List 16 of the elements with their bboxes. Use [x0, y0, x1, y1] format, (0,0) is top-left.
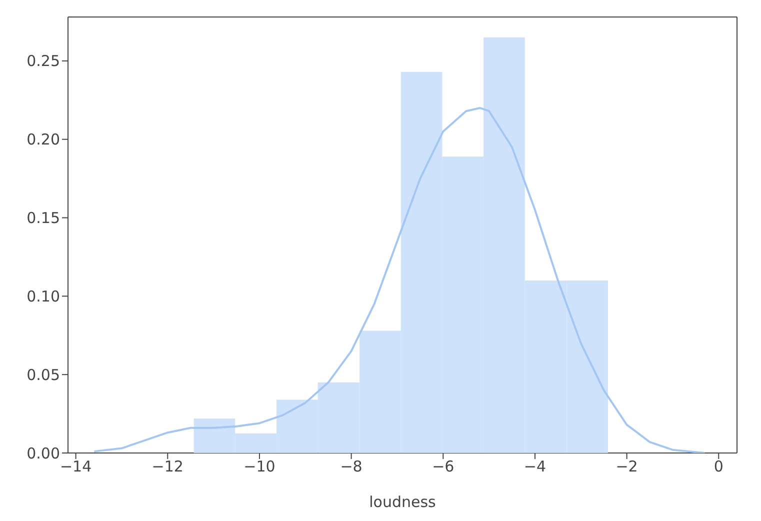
y-tick-label: 0.10 [26, 287, 60, 306]
x-tick-label: −6 [432, 458, 454, 476]
x-axis-title: loudness [369, 493, 436, 511]
x-tick-label: 0 [714, 458, 724, 476]
y-tick-label: 0.15 [26, 209, 60, 228]
line-series [93, 106, 706, 453]
x-tick-label: −8 [340, 458, 362, 476]
x-tick-label: −10 [244, 458, 276, 476]
y-tick-label: 0.25 [26, 52, 60, 70]
x-tick-label: −4 [524, 458, 546, 476]
x-tick-label: −12 [152, 458, 184, 476]
y-tick-label: 0.20 [26, 130, 60, 149]
x-tick-label: −2 [616, 458, 638, 476]
y-tick-label: 0.00 [26, 444, 60, 462]
y-tick-label: 0.05 [26, 366, 60, 384]
x-tick-label: −14 [60, 458, 92, 476]
